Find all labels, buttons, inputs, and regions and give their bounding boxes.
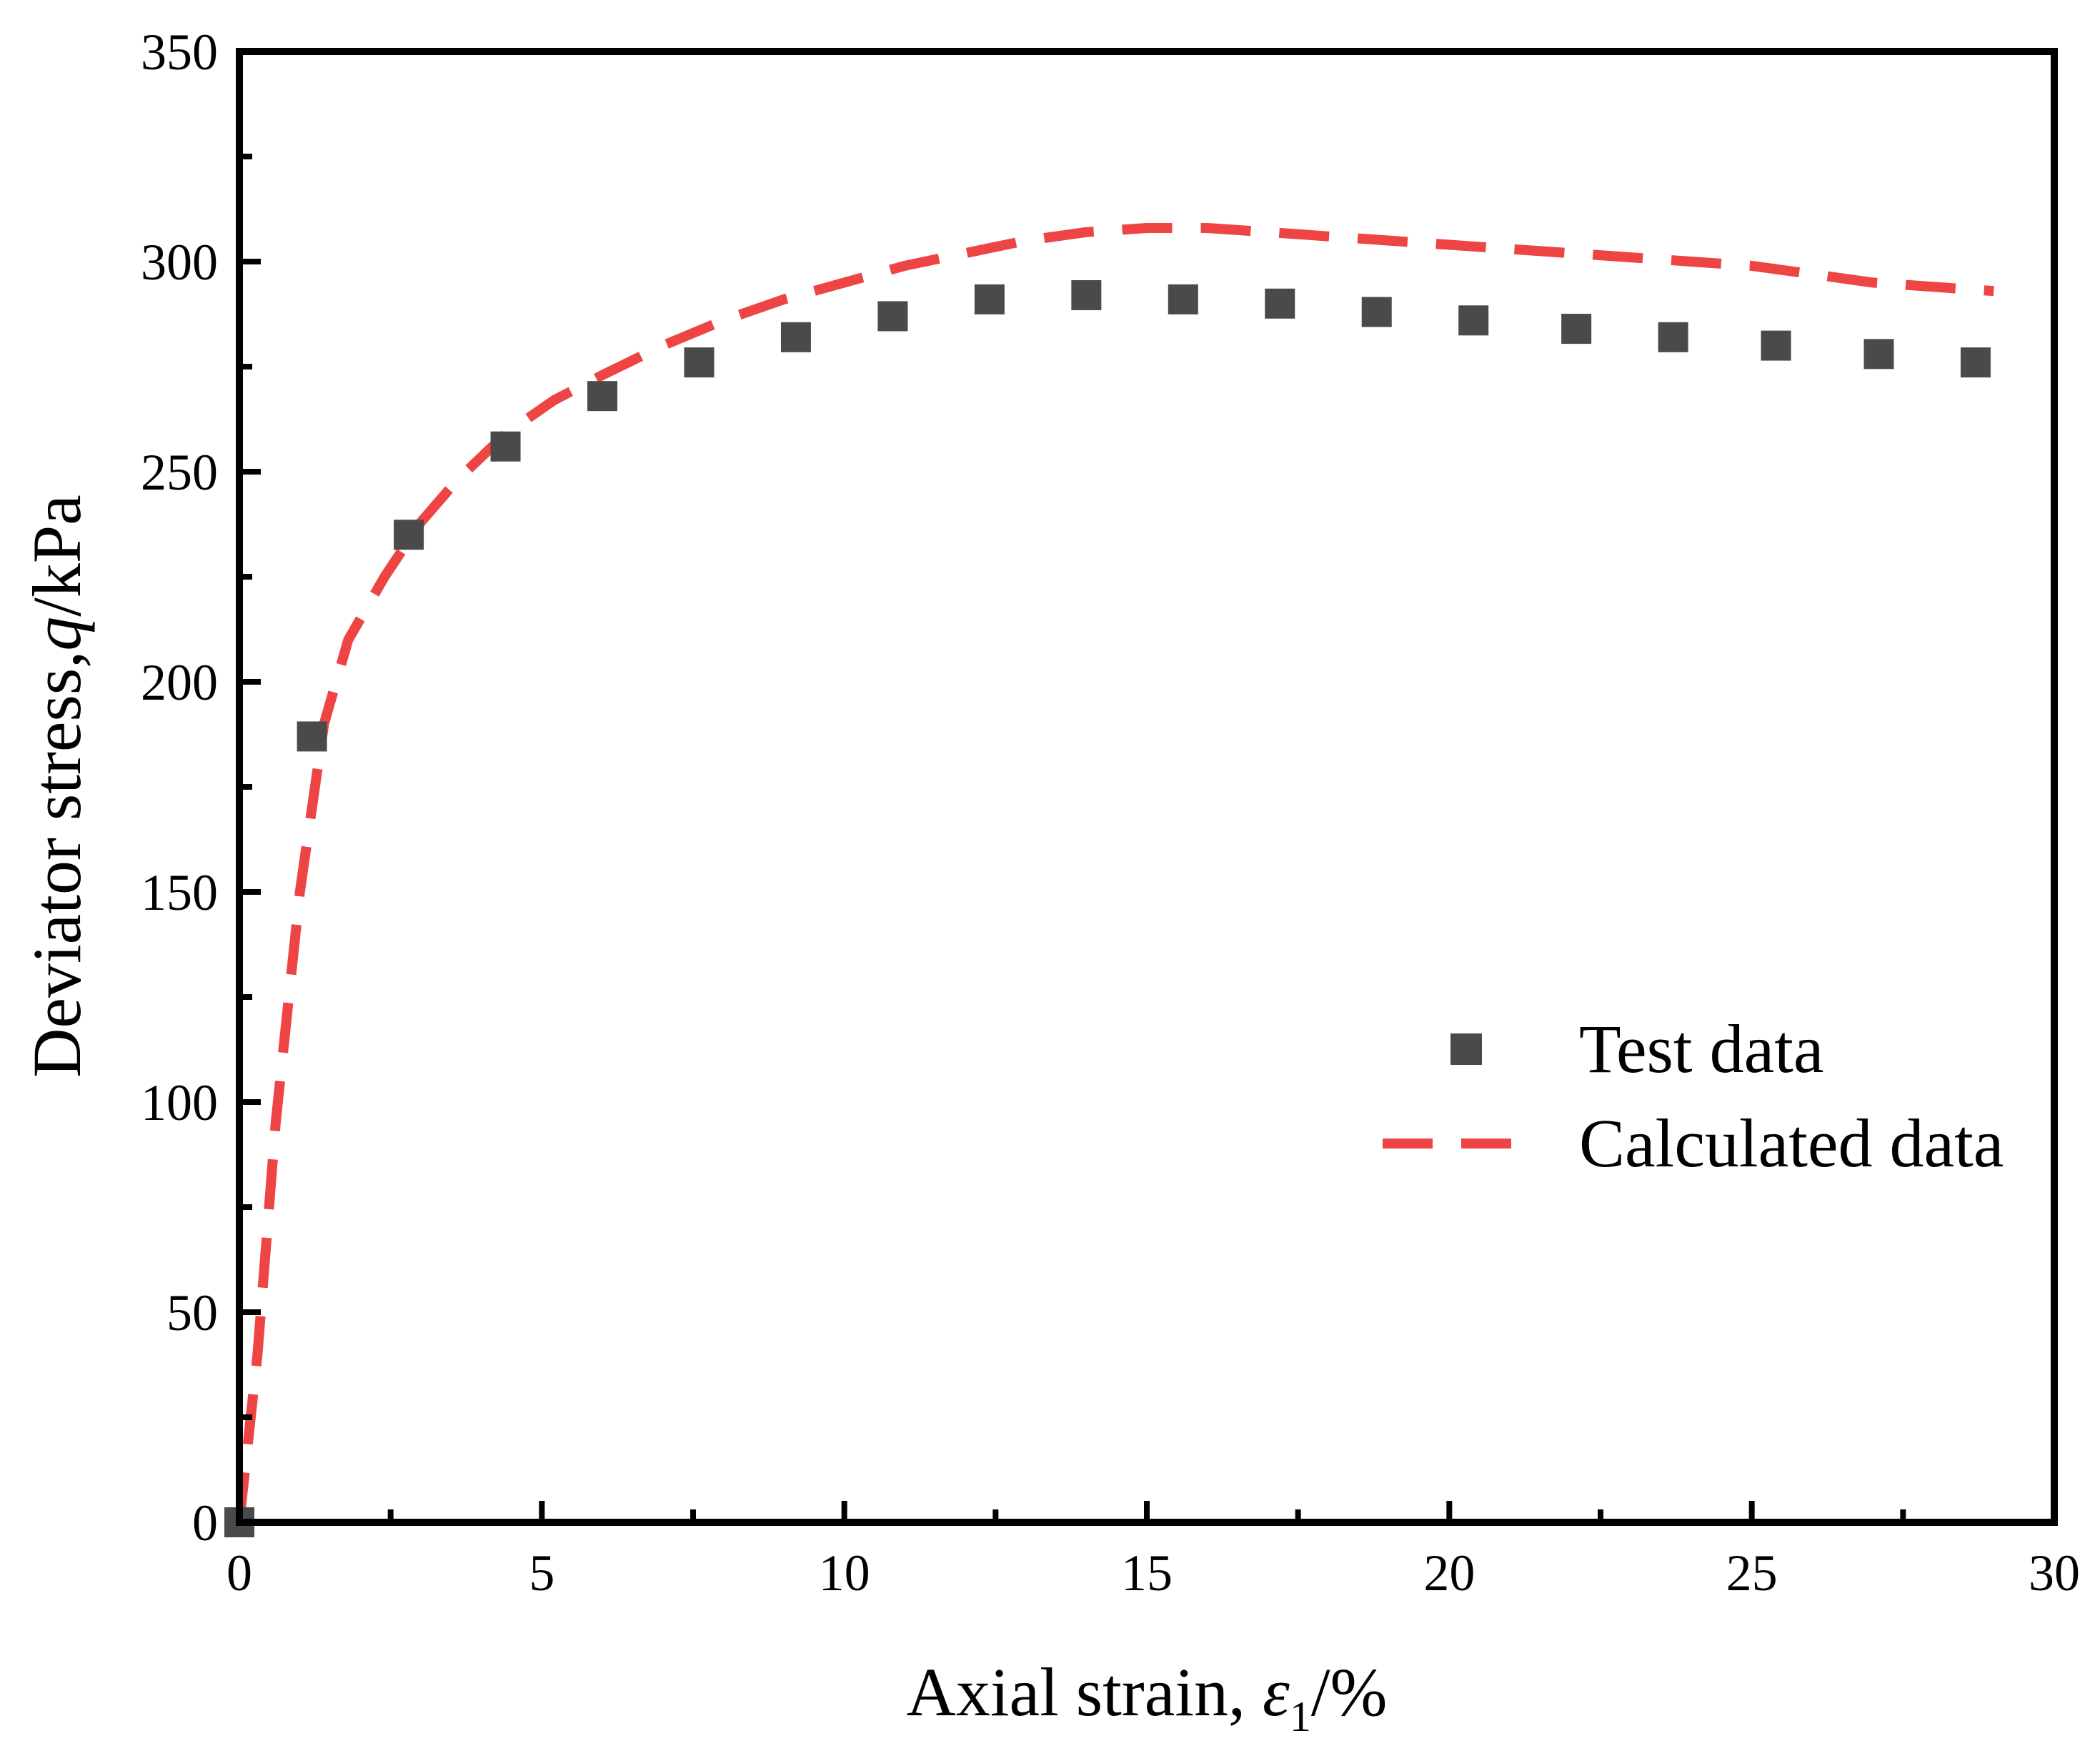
test-data-point [1561, 314, 1592, 344]
y-tick-label: 100 [141, 1074, 218, 1131]
y-tick-label: 200 [141, 654, 218, 711]
y-tick-label: 300 [141, 234, 218, 291]
test-data-point [1458, 305, 1489, 336]
test-data-point [1863, 339, 1894, 369]
test-data-point [587, 381, 617, 412]
test-data-point [1361, 297, 1392, 327]
x-tick-label: 10 [819, 1544, 870, 1602]
test-data-point [297, 721, 327, 752]
test-data-point [1761, 330, 1791, 361]
legend: Test data Calculated data [1383, 1011, 2004, 1181]
test-data-point [780, 322, 811, 352]
x-tick-label: 25 [1726, 1544, 1778, 1602]
y-tick-label: 0 [192, 1494, 218, 1552]
test-data-point [1168, 284, 1198, 314]
legend-marker-test-data [1450, 1033, 1482, 1065]
x-tick-label: 15 [1121, 1544, 1173, 1602]
x-tick-label: 30 [2029, 1544, 2080, 1602]
test-data-point [1265, 288, 1295, 319]
y-tick-label: 150 [141, 864, 218, 921]
legend-label-calculated-data: Calculated data [1579, 1105, 2004, 1181]
plot-frame [236, 48, 2058, 1526]
y-tick-label: 50 [166, 1284, 218, 1341]
y-axis-title: Deviator stress,q/kPa [19, 495, 95, 1078]
y-tick-label: 250 [141, 444, 218, 501]
test-data-point [1960, 347, 1991, 378]
x-tick-label: 0 [227, 1544, 252, 1602]
x-tick-label: 20 [1423, 1544, 1475, 1602]
plot-area [224, 223, 1994, 1537]
x-axis-title: Axial strain, ε1/% [906, 1654, 1387, 1740]
test-data-point [877, 301, 908, 332]
test-data-point [490, 431, 521, 462]
test-data-point [684, 347, 715, 378]
test-data-point [394, 520, 424, 550]
test-data-point [1658, 322, 1688, 352]
test-data-point [1071, 280, 1102, 311]
x-tick-label: 5 [529, 1544, 554, 1602]
test-data-point [974, 284, 1005, 314]
y-tick-label: 350 [141, 24, 218, 81]
legend-label-test-data: Test data [1579, 1011, 1823, 1087]
